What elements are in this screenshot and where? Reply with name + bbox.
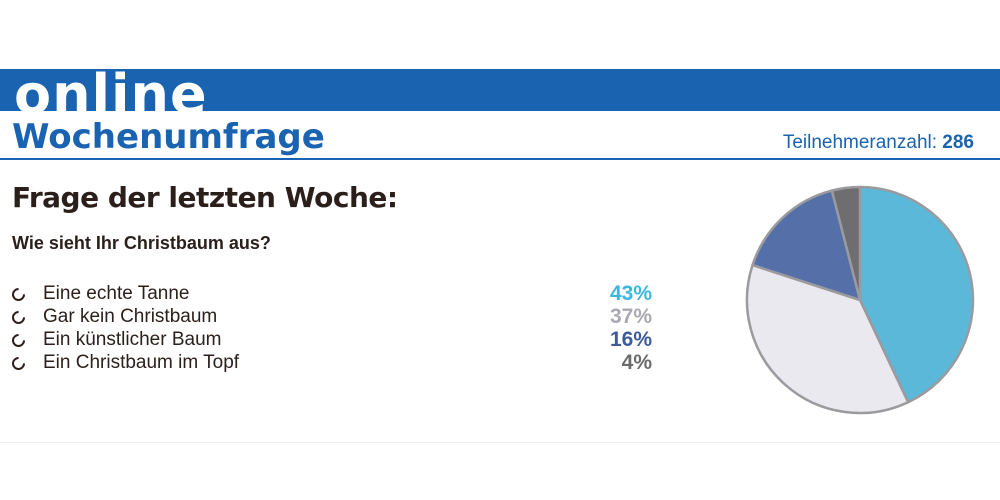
option-label: Gar kein Christbaum [43, 306, 218, 327]
poll-option[interactable]: Ein Christbaum im Topf 4% [9, 351, 660, 374]
option-percent: 16% [609, 328, 652, 351]
poll-option[interactable]: Gar kein Christbaum 37% [9, 305, 660, 328]
bottom-divider [0, 442, 1000, 443]
poll-options: Eine echte Tanne 43% Gar kein Christbaum… [9, 282, 660, 374]
banner-text: online [14, 69, 208, 111]
participant-count: Teilnehmeranzahl: 286 [783, 131, 974, 155]
poll-question: Wie sieht Ihr Christbaum aus? [12, 233, 271, 253]
pie-slice [745, 263, 910, 415]
option-label: Ein Christbaum im Topf [43, 352, 240, 373]
option-percent: 43% [609, 282, 652, 305]
pie-slice [858, 185, 975, 404]
option-label: Eine echte Tanne [43, 283, 190, 304]
option-percent: 4% [621, 351, 652, 374]
pie-slice [751, 189, 862, 302]
poll-option[interactable]: Ein künstlicher Baum 16% [9, 328, 660, 351]
participant-number: 286 [942, 132, 974, 153]
header-divider [0, 158, 1000, 160]
online-banner: online [0, 69, 1000, 111]
option-percent: 37% [609, 305, 652, 328]
radio-icon[interactable] [9, 354, 28, 373]
radio-icon[interactable] [9, 285, 28, 304]
pie-slice [830, 185, 862, 302]
radio-icon[interactable] [9, 331, 28, 350]
question-heading: Frage der letzten Woche: [12, 181, 398, 214]
participant-label: Teilnehmeranzahl: [782, 132, 938, 153]
poll-option[interactable]: Eine echte Tanne 43% [9, 282, 660, 305]
option-label: Ein künstlicher Baum [43, 329, 222, 350]
radio-icon[interactable] [9, 308, 28, 327]
pie-chart [745, 185, 975, 415]
page-title: Wochenumfrage [12, 117, 325, 157]
